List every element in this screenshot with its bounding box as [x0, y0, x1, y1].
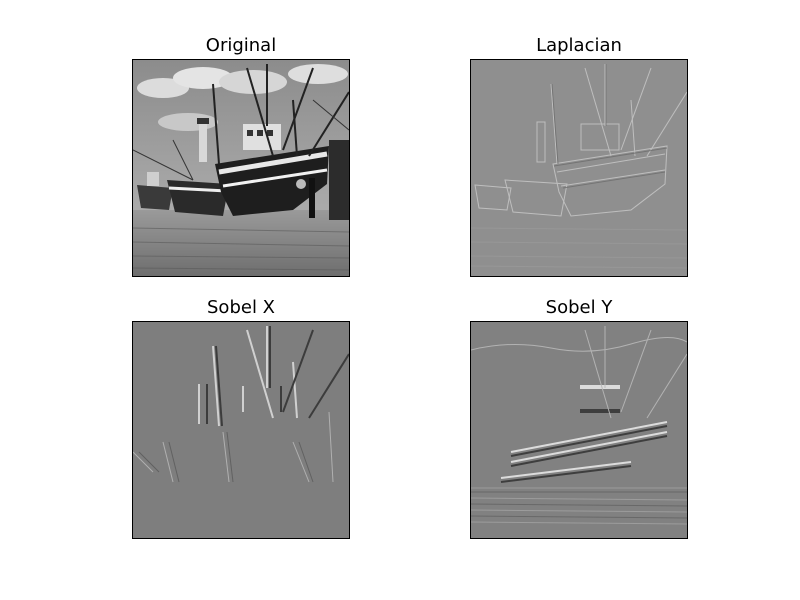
panel-original: [132, 59, 350, 277]
panel-sobel-y: [470, 321, 688, 539]
sobel-x-image: [133, 322, 349, 538]
panel-laplacian: [470, 59, 688, 277]
sobel-y-image: [471, 322, 687, 538]
title-original: Original: [205, 35, 277, 56]
laplacian-image: [471, 60, 687, 276]
title-sobel-y: Sobel Y: [545, 297, 613, 318]
panel-sobel-x: [132, 321, 350, 539]
title-laplacian: Laplacian: [536, 35, 622, 56]
title-sobel-x: Sobel X: [207, 297, 275, 318]
original-boat-image: [133, 60, 349, 276]
